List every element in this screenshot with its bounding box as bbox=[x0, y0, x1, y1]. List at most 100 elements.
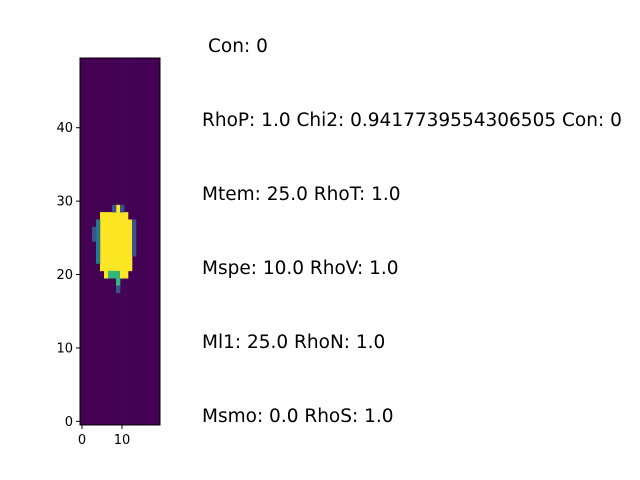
y-tick-label: 0 bbox=[65, 415, 73, 430]
heatmap-cell bbox=[132, 241, 137, 250]
heatmap-cell bbox=[100, 219, 105, 228]
heatmap-plot bbox=[80, 58, 160, 425]
info-line-con: Con: 0 bbox=[208, 36, 268, 57]
heatmap-cell bbox=[128, 256, 133, 264]
heatmap-cell bbox=[128, 248, 133, 257]
heatmap-cell bbox=[124, 212, 129, 220]
heatmap-cell bbox=[100, 234, 105, 242]
heatmap-cell bbox=[104, 219, 109, 228]
heatmap-cell bbox=[108, 212, 113, 220]
heatmap-cell bbox=[100, 248, 105, 257]
heatmap-cell bbox=[112, 226, 117, 235]
heatmap-cell bbox=[108, 256, 113, 264]
info-line-mtem-rhot: Mtem: 25.0 RhoT: 1.0 bbox=[202, 184, 401, 205]
heatmap-cell bbox=[112, 270, 117, 279]
y-tick-label: 40 bbox=[56, 121, 73, 136]
y-tick-label: 20 bbox=[56, 268, 73, 283]
heatmap-cell bbox=[116, 241, 121, 250]
heatmap-cell bbox=[112, 263, 117, 272]
heatmap-cell bbox=[120, 263, 125, 272]
heatmap-cell bbox=[104, 234, 109, 242]
heatmap-cell bbox=[96, 248, 101, 257]
heatmap-cell bbox=[108, 270, 113, 279]
heatmap-cell bbox=[128, 234, 133, 242]
heatmap-cell bbox=[124, 263, 129, 272]
heatmap-cell bbox=[116, 285, 121, 294]
heatmap-cell bbox=[112, 204, 117, 213]
heatmap-cell bbox=[120, 226, 125, 235]
heatmap-cell bbox=[108, 263, 113, 272]
heatmap-cell bbox=[92, 234, 97, 242]
info-line-ml1-rhon: Ml1: 25.0 RhoN: 1.0 bbox=[202, 332, 386, 353]
heatmap-cell bbox=[116, 234, 121, 242]
heatmap-cell bbox=[108, 248, 113, 257]
heatmap-cell bbox=[112, 212, 117, 220]
heatmap-cell bbox=[112, 256, 117, 264]
heatmap-cell bbox=[120, 241, 125, 250]
heatmap-cell bbox=[124, 270, 129, 279]
heatmap-cell bbox=[96, 256, 101, 264]
heatmap-cell bbox=[132, 219, 137, 228]
heatmap-cell bbox=[108, 226, 113, 235]
heatmap-cell bbox=[116, 226, 121, 235]
heatmap-cell bbox=[116, 219, 121, 228]
y-tick-label: 30 bbox=[56, 195, 73, 210]
heatmap-cell bbox=[116, 270, 121, 279]
info-line-rhop-chi2: RhoP: 1.0 Chi2: 0.9417739554306505 Con: … bbox=[202, 110, 622, 131]
heatmap-cell bbox=[116, 278, 121, 286]
heatmap-cell bbox=[124, 256, 129, 264]
heatmap-cell bbox=[100, 212, 105, 220]
heatmap-cell bbox=[108, 241, 113, 250]
heatmap-cell bbox=[132, 226, 137, 235]
heatmap-cell bbox=[124, 226, 129, 235]
heatmap-cell bbox=[116, 256, 121, 264]
heatmap-cell bbox=[104, 256, 109, 264]
axes-frame bbox=[79, 57, 161, 426]
info-line-msmo-rhos: Msmo: 0.0 RhoS: 1.0 bbox=[202, 406, 394, 427]
heatmap-cell bbox=[120, 256, 125, 264]
y-tick-label: 10 bbox=[56, 341, 73, 356]
heatmap-cell bbox=[120, 270, 125, 279]
heatmap-cell bbox=[100, 256, 105, 264]
heatmap-cell bbox=[108, 234, 113, 242]
heatmap-cell bbox=[128, 241, 133, 250]
heatmap-cell bbox=[120, 234, 125, 242]
heatmap-cell bbox=[124, 241, 129, 250]
heatmap-cell bbox=[96, 226, 101, 235]
x-tick-label: 0 bbox=[78, 433, 86, 448]
heatmap-streak bbox=[88, 58, 92, 425]
heatmap-cell bbox=[124, 248, 129, 257]
heatmap-cell bbox=[128, 226, 133, 235]
heatmap-cell bbox=[120, 219, 125, 228]
heatmap-cell bbox=[100, 226, 105, 235]
heatmap-cell bbox=[132, 248, 137, 257]
heatmap-cell bbox=[128, 263, 133, 272]
heatmap-cell bbox=[116, 263, 121, 272]
heatmap-cell bbox=[112, 248, 117, 257]
heatmap-cell bbox=[100, 241, 105, 250]
axes: 0 10 20 30 40 0 10 bbox=[56, 57, 161, 448]
heatmap-cell bbox=[96, 219, 101, 228]
info-line-mspe-rhov: Mspe: 10.0 RhoV: 1.0 bbox=[202, 258, 399, 279]
heatmap-cell bbox=[128, 219, 133, 228]
heatmap-cell bbox=[108, 219, 113, 228]
heatmap-cell bbox=[112, 234, 117, 242]
heatmap-cell bbox=[112, 241, 117, 250]
heatmap-cell bbox=[112, 219, 117, 228]
heatmap-cell bbox=[104, 226, 109, 235]
heatmap-cell bbox=[132, 234, 137, 242]
heatmap-cell bbox=[104, 248, 109, 257]
heatmap-cell bbox=[96, 234, 101, 242]
heatmap-cell bbox=[104, 241, 109, 250]
heatmap-cell bbox=[104, 263, 109, 272]
heatmap-cell bbox=[104, 212, 109, 220]
x-tick-label: 10 bbox=[114, 433, 131, 448]
heatmap-cell bbox=[116, 248, 121, 257]
heatmap-streak bbox=[144, 58, 148, 425]
heatmap-cell bbox=[120, 248, 125, 257]
heatmap-cell bbox=[124, 234, 129, 242]
heatmap-cell bbox=[100, 263, 105, 272]
heatmap-cell bbox=[116, 212, 121, 220]
heatmap-cell bbox=[96, 241, 101, 250]
